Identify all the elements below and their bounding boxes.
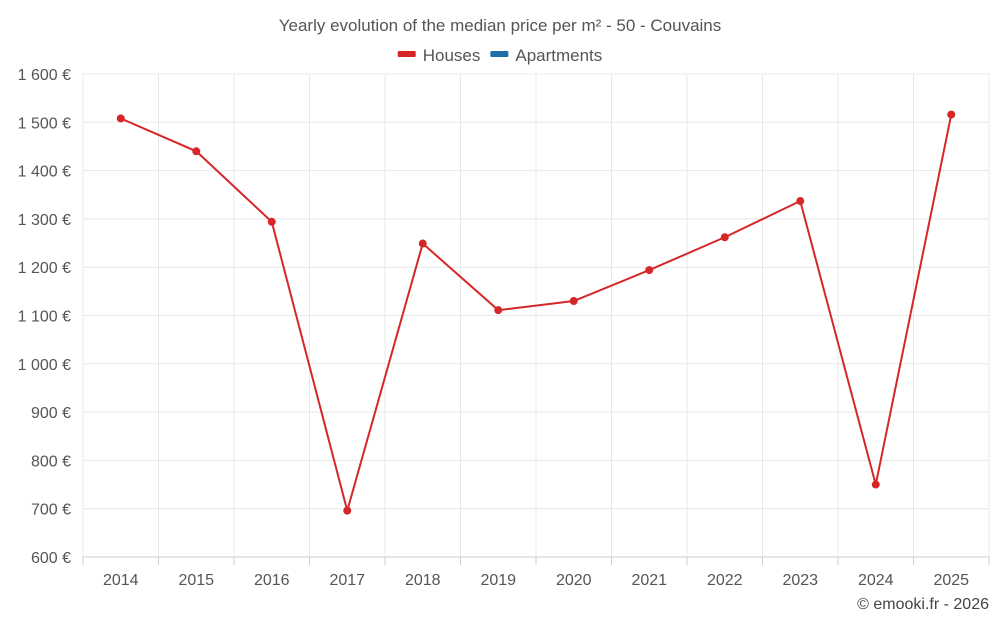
data-point-houses-2023 bbox=[796, 197, 805, 206]
y-tick-label: 1 500 € bbox=[18, 115, 71, 132]
x-tick-label: 2014 bbox=[103, 572, 139, 589]
data-point-houses-2019 bbox=[494, 306, 503, 315]
x-axis: 2014 2015 2016 2017 2018 2019 2020 2021 2022 2023… bbox=[103, 572, 969, 589]
grid bbox=[82, 73, 990, 565]
legend: Houses Apartments bbox=[397, 46, 602, 65]
y-tick-label: 900 € bbox=[31, 405, 71, 422]
y-tick-label: 1 300 € bbox=[18, 212, 71, 229]
y-tick-label: 800 € bbox=[31, 453, 71, 470]
y-tick-label: 1 600 € bbox=[18, 67, 71, 84]
data-point-houses-2025 bbox=[947, 110, 956, 119]
data-point-houses-2021 bbox=[645, 266, 654, 275]
data-point-houses-2018 bbox=[418, 239, 427, 248]
y-axis: 600 € 700 € 800 € 900 € 1 000 € 1 100 € 1 200 … bbox=[18, 67, 71, 567]
y-tick-label: 1 200 € bbox=[18, 260, 71, 277]
x-tick-label: 2021 bbox=[631, 572, 667, 589]
y-tick-label: 1 000 € bbox=[18, 357, 71, 374]
x-tick-label: 2017 bbox=[329, 572, 365, 589]
x-tick-label: 2015 bbox=[178, 572, 214, 589]
legend-label-houses: Houses bbox=[423, 46, 481, 65]
data-point-houses-2016 bbox=[267, 217, 276, 226]
legend-item-apartments: Apartments bbox=[490, 46, 602, 65]
legend-item-houses: Houses bbox=[397, 46, 481, 65]
data-point-houses-2024 bbox=[871, 480, 880, 489]
y-tick-label: 700 € bbox=[31, 502, 71, 519]
x-tick-label: 2025 bbox=[933, 572, 969, 589]
data-point-houses-2014 bbox=[116, 114, 125, 123]
x-tick-label: 2020 bbox=[556, 572, 592, 589]
y-tick-label: 1 100 € bbox=[18, 309, 71, 326]
data-point-houses-2020 bbox=[569, 297, 578, 306]
legend-swatch-houses bbox=[397, 51, 416, 57]
series-layer bbox=[116, 110, 956, 515]
x-tick-label: 2023 bbox=[782, 572, 818, 589]
y-tick-label: 600 € bbox=[31, 550, 71, 567]
x-tick-label: 2016 bbox=[254, 572, 290, 589]
data-point-houses-2022 bbox=[720, 233, 729, 242]
legend-swatch-apartments bbox=[490, 51, 509, 57]
chart-title: Yearly evolution of the median price per… bbox=[279, 16, 722, 35]
data-point-houses-2017 bbox=[343, 506, 352, 515]
x-tick-label: 2019 bbox=[480, 572, 516, 589]
x-tick-label: 2024 bbox=[858, 572, 894, 589]
x-tick-label: 2018 bbox=[405, 572, 441, 589]
y-tick-label: 1 400 € bbox=[18, 164, 71, 181]
series-line-houses bbox=[120, 114, 953, 515]
x-tick-label: 2022 bbox=[707, 572, 743, 589]
legend-label-apartments: Apartments bbox=[515, 46, 602, 65]
credit-text: © emooki.fr - 2026 bbox=[857, 596, 989, 613]
data-point-houses-2015 bbox=[192, 147, 201, 156]
